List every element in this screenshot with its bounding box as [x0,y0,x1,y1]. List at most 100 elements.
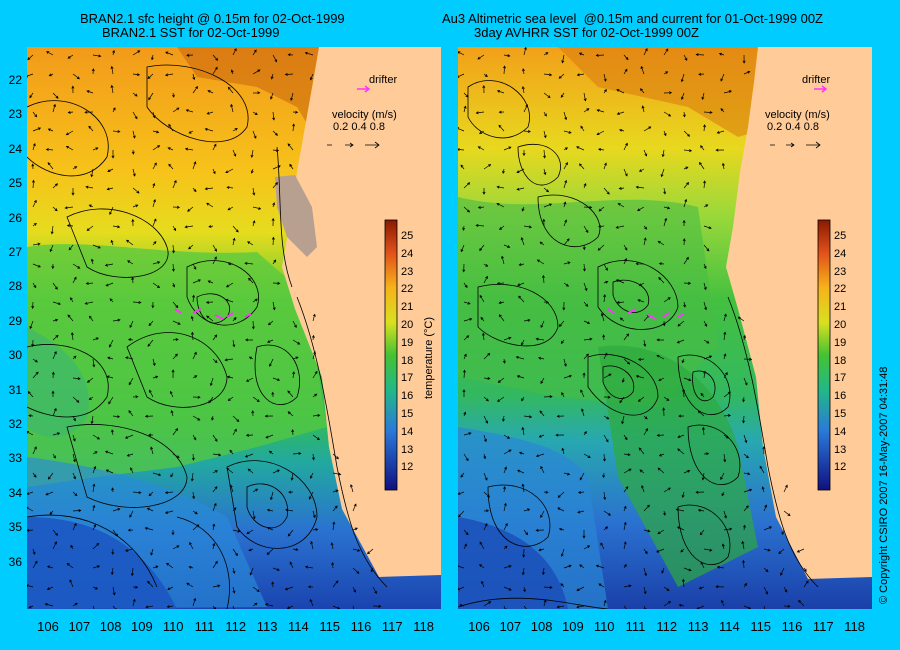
velocity-vector [539,241,545,246]
velocity-vector [85,185,94,189]
velocity-vector [623,333,630,341]
right-title-line1: Au3 Altimetric sea level @0.15m and curr… [442,11,823,26]
velocity-vector [521,396,525,402]
velocity-vector [483,275,488,284]
velocity-vector [172,338,179,342]
velocity-vector [370,567,374,573]
velocity-vector [264,414,274,418]
velocity-vector [583,353,589,360]
velocity-vector [272,148,280,152]
colorbar-tick: 12 [401,461,414,474]
velocity-vector [272,469,280,474]
velocity-vector [663,48,669,56]
velocity-vector [503,502,507,512]
velocity-vector [172,545,180,550]
velocity-vector [482,84,486,94]
velocity-vector [187,206,194,212]
velocity-vector [721,543,725,550]
velocity-vector [523,318,531,322]
velocity-vector [515,355,525,360]
lon-tick: 108 [99,619,122,634]
velocity-vector [723,371,728,379]
velocity-vector [52,282,58,290]
velocity-vector [125,548,134,552]
velocity-vector [292,356,299,360]
velocity-vector [312,413,321,417]
velocity-vector [458,51,465,56]
velocity-vector [108,396,114,405]
velocity-vector [272,281,281,285]
velocity-vector [130,467,134,474]
velocity-vector [676,526,685,531]
velocity-vector [67,314,74,322]
velocity-vector [109,298,114,303]
velocity-vector [703,244,710,252]
velocity-vector [250,149,254,159]
velocity-vector [675,508,685,512]
velocity-vector [503,605,507,609]
velocity-vector [92,586,99,590]
colorbar-tick: 22 [401,283,414,296]
velocity-vector [663,187,667,195]
velocity-vector [721,491,725,497]
lat-tick: 29 [8,313,22,328]
velocity-vector [52,206,58,212]
velocity-vector [192,86,199,94]
velocity-vector [52,407,57,417]
lat-tick: 25 [8,176,22,191]
velocity-vector [503,244,511,248]
velocity-vector [623,541,627,550]
velocity-vector [192,597,197,607]
velocity-vector [763,605,765,609]
lat-tick: 26 [8,210,22,225]
velocity-vector [483,376,491,380]
velocity-vector [683,54,688,61]
velocity-vector [535,337,545,341]
velocity-vector [192,434,197,441]
velocity-vector [643,126,652,132]
velocity-vector [463,92,469,98]
velocity-vector [164,510,174,514]
velocity-vector [251,410,255,417]
velocity-vector [700,145,705,151]
velocity-vector [557,507,565,512]
velocity-vector [111,548,115,555]
velocity-vector [232,428,237,436]
velocity-vector [27,54,34,61]
velocity-vector [292,320,297,328]
velocity-vector [352,567,360,574]
velocity-vector [152,472,162,477]
velocity-vector [67,110,74,114]
velocity-vector [463,282,468,288]
velocity-vector [84,301,94,305]
velocity-vector [192,161,197,170]
velocity-vector [643,415,648,420]
velocity-vector [475,111,485,115]
velocity-vector [458,127,465,132]
velocity-vector [523,47,527,56]
velocity-vector [698,72,705,76]
lon-tick: 114 [288,619,309,634]
velocity-vector [32,446,37,455]
velocity-vector [699,529,705,536]
velocity-vector [68,244,74,251]
velocity-vector [483,491,491,498]
velocity-vector [683,469,691,474]
velocity-vector [212,560,218,569]
velocity-vector [543,92,551,99]
velocity-vector [49,244,54,253]
velocity-vector [170,472,174,478]
velocity-vector [88,125,94,132]
velocity-vector [32,282,37,289]
lon-tick: 113 [256,619,278,634]
velocity-vector [232,316,237,322]
velocity-vector [460,244,465,253]
velocity-vector [31,163,35,170]
velocity-vector [308,491,314,500]
velocity-vector [541,567,545,576]
velocity-vector [44,602,54,607]
velocity-vector [703,548,713,552]
colorbar-tick: 23 [834,265,847,278]
velocity-vector [662,320,666,327]
velocity-vector [352,527,358,531]
